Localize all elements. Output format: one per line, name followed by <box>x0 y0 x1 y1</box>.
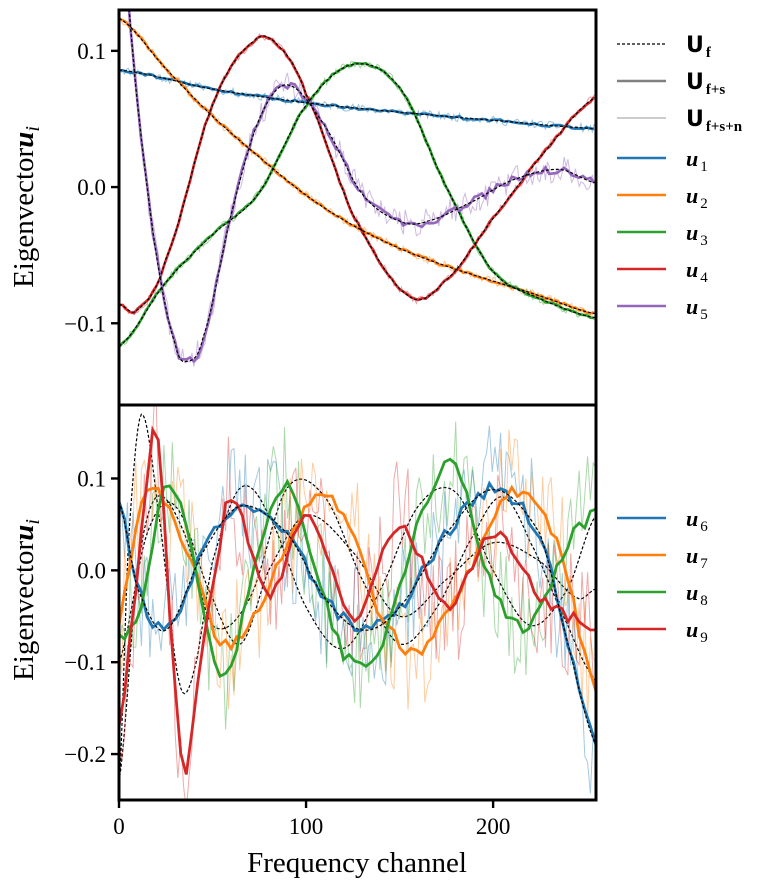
top-y-tick-label: 0.0 <box>77 175 106 200</box>
bottom-y-tick-label: −0.1 <box>64 650 106 675</box>
bottom-x-ticks: 0 100 200 <box>113 800 510 839</box>
x-axis-label: Frequency channel <box>247 847 467 879</box>
bottom-y-axis-label: Eigenvectorui <box>8 519 44 681</box>
top-y-axis-label: Eigenvectorui <box>8 126 44 288</box>
bottom-y-tick-label: 0.0 <box>77 558 106 583</box>
bottom-series-u6-reference-line <box>119 488 596 746</box>
top-series-u3-line <box>119 61 595 348</box>
top-series-u5-noisy-line <box>129 10 596 367</box>
top-series-u1-line <box>119 68 595 131</box>
top-series-u5-line <box>127 10 596 364</box>
top-series-u3-reference-line <box>119 63 596 347</box>
top-series-group <box>119 10 596 367</box>
bottom-series-u7-noisy-line <box>119 429 596 722</box>
bottom-y-ticks: 0.1 0.0 −0.1 −0.2 <box>64 466 119 767</box>
bottom-series-u6-line <box>119 480 596 746</box>
bottom-legend: u 6 u 7 u 8 u 9 <box>617 506 708 646</box>
bottom-axes-frame <box>117 403 598 802</box>
top-panel: 0.1 0.0 −0.1 Eigenvectorui <box>8 8 598 407</box>
bottom-reference-line <box>119 413 596 791</box>
x-tick-label: 200 <box>476 814 511 839</box>
bottom-series-u8-line <box>119 457 596 679</box>
top-series-u3-noisy-line <box>119 60 596 349</box>
top-y-tick-label: 0.1 <box>77 39 106 64</box>
bottom-series-u9-line <box>119 425 596 775</box>
top-axes-frame <box>117 8 598 407</box>
x-tick-label: 100 <box>289 814 324 839</box>
top-series-u4-reference-line <box>119 35 596 313</box>
top-series-u1-reference-line <box>119 69 596 130</box>
bottom-y-tick-label: 0.1 <box>77 466 106 491</box>
bottom-y-tick-label: −0.2 <box>64 742 106 767</box>
top-y-tick-label: −0.1 <box>64 311 106 336</box>
top-series-u5-reference-line <box>128 10 596 363</box>
x-tick-label: 0 <box>113 814 125 839</box>
bottom-series-group <box>119 405 596 800</box>
bottom-panel: 0.1 0.0 −0.1 −0.2 0 100 200 Eigenvectorui Fre… <box>8 403 598 879</box>
top-series-u2-reference-line <box>119 17 596 315</box>
top-series-u1-noisy-line <box>119 67 596 134</box>
top-y-ticks: 0.1 0.0 −0.1 <box>64 39 119 336</box>
top-series-u4-line <box>119 34 596 315</box>
bottom-reference-line <box>119 501 596 663</box>
